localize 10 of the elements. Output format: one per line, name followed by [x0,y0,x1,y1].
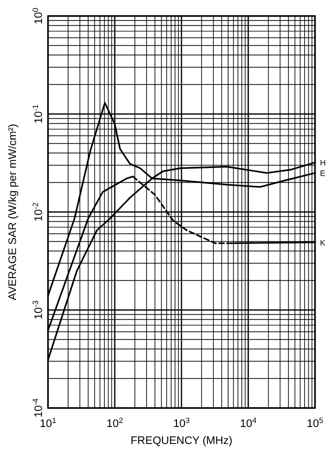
x-tick-label: 10$^{4}$ [240,416,258,430]
x-tick-label: 10$^{3}$ [173,416,190,430]
series-label: H [320,158,326,168]
x-tick-label: 10$^{2}$ [106,416,124,430]
series-label: E [320,169,326,178]
x-tick-label: 10$^{1}$ [40,416,56,430]
series-label: K [320,238,326,248]
y-axis-title: AVERAGE SAR (W/kg per mW/cm²) [7,124,19,300]
x-axis-title: FREQUENCY (MHz) [130,435,232,447]
x-tick-label: 10$^{5}$ [306,416,324,430]
